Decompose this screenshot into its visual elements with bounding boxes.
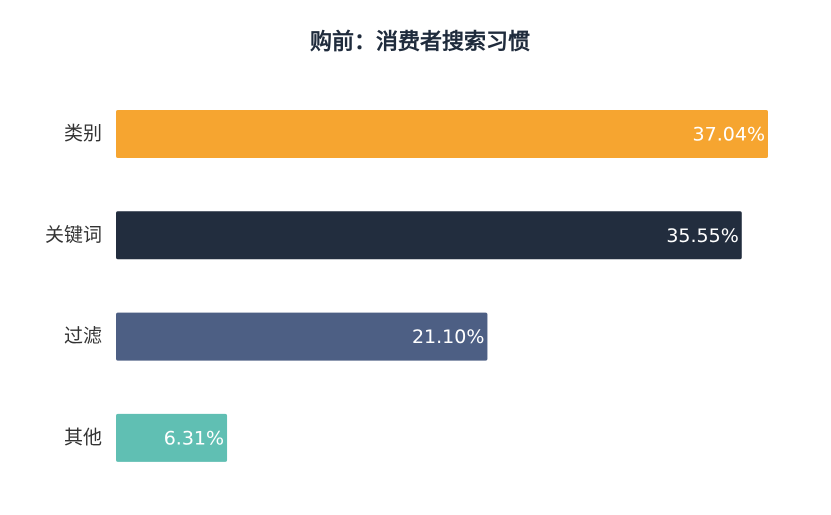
- value-label: 21.10%: [412, 326, 484, 348]
- bar: [116, 413, 228, 462]
- category-label: 其他: [64, 426, 102, 448]
- bar: [116, 110, 768, 158]
- value-label: 35.55%: [666, 225, 738, 247]
- bar: [116, 211, 742, 260]
- category-label: 过滤: [64, 325, 102, 347]
- value-label: 6.31%: [164, 427, 224, 449]
- category-label: 关键词: [45, 224, 102, 246]
- value-label: 37.04%: [693, 124, 765, 146]
- category-label: 类别: [64, 123, 102, 145]
- chart-title: 购前：消费者搜索习惯: [310, 29, 530, 55]
- bar: [116, 312, 488, 361]
